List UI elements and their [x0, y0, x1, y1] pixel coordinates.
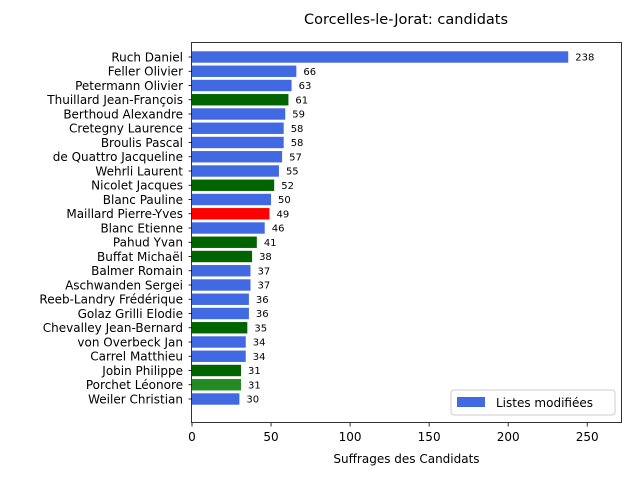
y-tick-label: Blanc Pauline: [103, 193, 183, 207]
x-tick-label: 150: [418, 430, 441, 444]
y-tick-label: Berthoud Alexandre: [63, 107, 183, 121]
bar-value-label: 58: [291, 124, 304, 135]
bar-value-label: 57: [289, 152, 302, 163]
bar: [192, 279, 251, 291]
x-tick-label: 250: [576, 430, 599, 444]
bar-value-label: 52: [281, 181, 294, 192]
y-tick-label: Blanc Etienne: [100, 221, 183, 235]
bar-value-label: 50: [278, 195, 291, 206]
bar: [192, 350, 246, 362]
bar: [192, 51, 569, 63]
legend-swatch: [457, 397, 485, 407]
bar: [192, 165, 279, 177]
bar: [192, 79, 292, 92]
bar: [192, 94, 289, 106]
y-tick-label: Feller Olivier: [108, 65, 183, 79]
y-tick-label: Balmer Romain: [91, 264, 183, 278]
bar-value-label: 46: [272, 224, 285, 235]
y-tick-label: Nicolet Jacques: [91, 179, 183, 193]
bar-value-label: 59: [292, 110, 305, 121]
bars-layer: 238 66 63 61 59 58 58 57 55 52 50 49 46 41 38 37 37 36 36 3…: [192, 51, 594, 406]
y-tick-label: Chevalley Jean-Bernard: [43, 321, 183, 335]
bar-value-label: 36: [256, 309, 269, 320]
x-tick-label: 0: [188, 430, 196, 444]
y-tick-label: Wehrli Laurent: [95, 164, 183, 178]
bar: [192, 293, 249, 305]
bar: [192, 136, 284, 149]
y-tick-label: Porchet Léonore: [86, 378, 183, 392]
x-tick-label: 200: [497, 430, 520, 444]
bar: [192, 250, 253, 263]
bar-value-label: 37: [257, 266, 270, 277]
y-tick-label: von Overbeck Jan: [77, 335, 183, 349]
y-tick-label: Aschwanden Sergei: [65, 278, 183, 292]
y-tick-label: Thuillard Jean-François: [46, 93, 183, 107]
y-tick-label: Weiler Christian: [88, 392, 183, 406]
bar: [192, 336, 246, 348]
legend-box: [450, 389, 616, 416]
bar: [192, 364, 242, 377]
bar: [192, 179, 275, 191]
bar-value-label: 66: [303, 67, 316, 78]
chart-title: Corcelles-le-Jorat: candidats: [304, 12, 508, 28]
bar: [192, 265, 251, 277]
y-tick-label: Golaz Grilli Elodie: [78, 307, 183, 321]
bar-value-label: 34: [253, 352, 266, 363]
y-tick-label: Pahud Yvan: [113, 236, 183, 250]
y-tick-label: Cretegny Laurence: [69, 122, 183, 136]
bar-value-label: 41: [264, 238, 277, 249]
bar: [192, 122, 284, 134]
bar: [192, 108, 286, 120]
bar-value-label: 31: [248, 380, 261, 391]
y-tick-label: Reeb-Landry Frédérique: [39, 293, 183, 307]
bar: [192, 236, 257, 248]
bar-value-label: 61: [295, 95, 308, 106]
bar: [192, 322, 248, 334]
x-axis-title: Suffrages des Candidats: [333, 452, 479, 466]
bar-value-label: 31: [248, 366, 261, 377]
y-tick-label: Maillard Pierre-Yves: [66, 207, 183, 221]
bar-value-label: 35: [254, 323, 267, 334]
y-tick-label: Broulis Pascal: [101, 136, 183, 150]
bar-value-label: 30: [246, 395, 259, 406]
bar: [192, 307, 249, 320]
bar-value-label: 63: [299, 81, 312, 92]
bar-value-label: 36: [256, 295, 269, 306]
y-tick-label: Ruch Daniel: [111, 50, 183, 64]
bar: [192, 151, 283, 163]
bar-value-label: 49: [276, 209, 289, 220]
x-tick-label: 50: [263, 430, 278, 444]
bar: [192, 379, 242, 391]
y-tick-label: de Quattro Jacqueline: [53, 150, 183, 164]
y-tick-label: Carrel Matthieu: [90, 350, 183, 364]
bar-value-label: 58: [291, 138, 304, 149]
x-axis-ticks: 0 50 100 150 200 250: [188, 423, 599, 444]
bar: [192, 65, 297, 77]
bar-value-label: 37: [257, 281, 270, 292]
bar: [192, 222, 265, 234]
bar-value-label: 55: [286, 167, 299, 178]
legend-label: Listes modifiées: [496, 396, 593, 410]
bar-value-label: 238: [575, 53, 594, 64]
bar: [192, 393, 240, 405]
bar-value-label: 34: [253, 338, 266, 349]
bar: [192, 193, 272, 206]
bar: [192, 208, 270, 220]
bar-value-label: 38: [259, 252, 272, 263]
x-tick-label: 100: [339, 430, 362, 444]
plot-frame: [191, 42, 622, 423]
y-tick-label: Jobin Philippe: [101, 364, 183, 378]
y-tick-label: Petermann Olivier: [75, 79, 183, 93]
y-tick-label: Buffat Michaël: [97, 250, 183, 264]
legend: Listes modifiées: [450, 389, 616, 416]
